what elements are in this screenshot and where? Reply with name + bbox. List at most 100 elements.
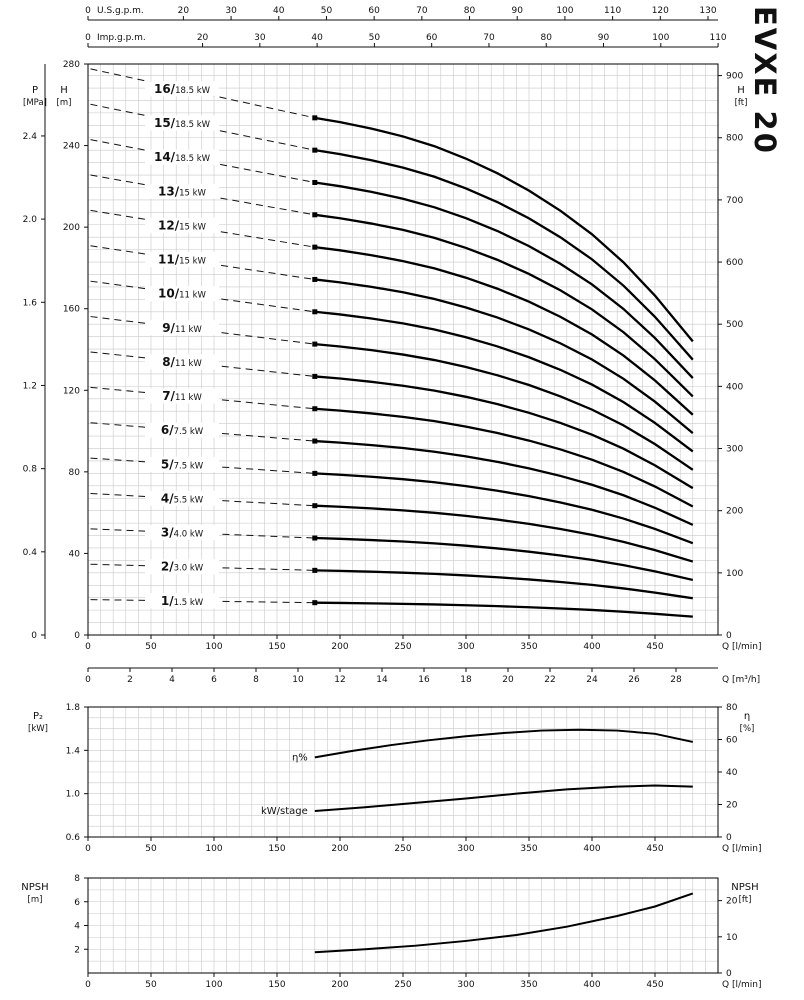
svg-text:1.6: 1.6 [23,298,38,308]
curve-kw-per-stage [314,784,693,812]
svg-text:700: 700 [726,196,743,206]
svg-text:150: 150 [268,642,285,652]
svg-text:160: 160 [63,305,80,315]
curve-6-stages [314,439,694,526]
svg-text:50: 50 [145,980,157,990]
svg-text:16: 16 [418,675,430,685]
svg-text:0: 0 [85,33,91,43]
svg-text:20: 20 [197,33,209,43]
head-m-axis-unit: [m] [56,98,72,108]
svg-text:500: 500 [726,320,743,330]
main-axes: 0 50 100 150 200 250 300 350 400 450 Q [l/min]0 2 4 6… [23,60,762,685]
svg-text:70: 70 [416,6,428,16]
curve-4-stages [314,504,694,563]
svg-text:12: 12 [334,675,345,685]
svg-text:70: 70 [483,33,495,43]
svg-text:90: 90 [598,33,610,43]
curve-14-stages [314,181,694,379]
stage-label-7: 7/11 kW [162,389,202,403]
efficiency-axis-title: η [%] [730,710,764,736]
stage-label-15: 15/18.5 kW [154,116,211,130]
svg-text:350: 350 [520,844,537,854]
svg-text:0: 0 [726,631,732,641]
svg-text:110: 110 [604,6,621,16]
svg-text:0.4: 0.4 [23,548,38,558]
svg-text:150: 150 [268,844,285,854]
npsh-m-axis-unit: [m] [27,895,43,905]
curve-1-stages [314,601,693,618]
svg-text:2: 2 [74,945,80,955]
stage-label-9: 9/11 kW [162,321,202,335]
stage-label-6: 6/7.5 kW [161,423,204,437]
curve-11-stages [314,278,694,434]
power-axis-symbol: P₂ [32,711,44,722]
svg-text:400: 400 [726,382,743,392]
svg-text:250: 250 [394,844,411,854]
svg-text:240: 240 [63,142,80,152]
head-ft-axis-unit: [ft] [734,98,748,108]
head-ft-axis-title: H [ft] [724,84,758,110]
svg-text:50: 50 [145,844,157,854]
power-axis-title: P₂ [kW] [18,710,58,736]
svg-text:400: 400 [583,844,600,854]
svg-text:250: 250 [394,642,411,652]
stage-label-10: 10/11 kW [158,287,207,301]
svg-text:18: 18 [460,675,472,685]
svg-text:0: 0 [74,631,80,641]
npsh-m-axis-title: NPSH [m] [10,881,60,907]
curve-15-stages [314,149,694,361]
curve-13-stages [314,213,694,398]
us-gpm-axis: 0 U.S.g.p.m. 20 30 40 50 60 70 80 90 100 110 120 130 [85,6,718,21]
svg-text:1.0: 1.0 [66,790,81,800]
power-axis-unit: [kW] [28,724,48,734]
svg-text:0: 0 [85,980,91,990]
curve-5-stages [314,472,694,545]
svg-text:30: 30 [254,33,266,43]
svg-text:20: 20 [178,6,190,16]
svg-text:20: 20 [726,801,738,811]
svg-text:40: 40 [726,768,738,778]
svg-text:6: 6 [74,898,80,908]
svg-text:130: 130 [699,6,716,16]
svg-text:U.S.g.p.m.: U.S.g.p.m. [97,6,144,16]
curve-3-stages [314,536,694,582]
svg-text:26: 26 [628,675,640,685]
svg-text:350: 350 [520,642,537,652]
svg-text:100: 100 [205,980,222,990]
svg-text:22: 22 [544,675,555,685]
model-title: EVXE 20 [748,6,782,155]
svg-text:6: 6 [211,675,217,685]
main-chart: 16/18.5 kW 15/18.5 kW 14/18.5 kW 13/15 kW 12… [23,60,762,685]
svg-text:40: 40 [273,6,285,16]
svg-text:0: 0 [85,6,91,16]
pressure-axis-unit: [MPa] [23,98,47,108]
svg-text:30: 30 [225,6,237,16]
npsh-chart: 0 50 100 150 200 250 300 350 400 450 Q [l/min]2468… [74,874,761,990]
npsh-ft-axis-unit: [ft] [738,895,752,905]
svg-text:300: 300 [457,844,474,854]
svg-text:50: 50 [369,33,381,43]
svg-text:24: 24 [586,675,598,685]
svg-text:200: 200 [331,980,348,990]
svg-text:0.8: 0.8 [23,465,38,475]
head-m-axis-title: H [m] [50,84,78,110]
svg-text:60: 60 [726,736,738,746]
svg-text:450: 450 [646,642,663,652]
svg-text:Q [l/min]: Q [l/min] [722,980,761,990]
stage-label-2: 2/3.0 kW [161,560,204,574]
series-label: kW/stage [261,806,308,817]
imp-gpm-axis: 0 Imp.g.p.m. 20 30 40 50 60 70 80 90 100 110 [85,33,727,48]
svg-text:400: 400 [583,980,600,990]
svg-text:100: 100 [726,569,743,579]
svg-text:0: 0 [85,675,91,685]
stage-label-12: 12/15 kW [158,218,207,232]
svg-text:90: 90 [511,6,523,16]
svg-text:14: 14 [376,675,388,685]
svg-text:400: 400 [583,642,600,652]
svg-text:4: 4 [74,922,80,932]
svg-text:20: 20 [502,675,514,685]
svg-text:2.0: 2.0 [23,215,38,225]
svg-text:4: 4 [169,675,175,685]
curve-efficiency [314,728,694,759]
